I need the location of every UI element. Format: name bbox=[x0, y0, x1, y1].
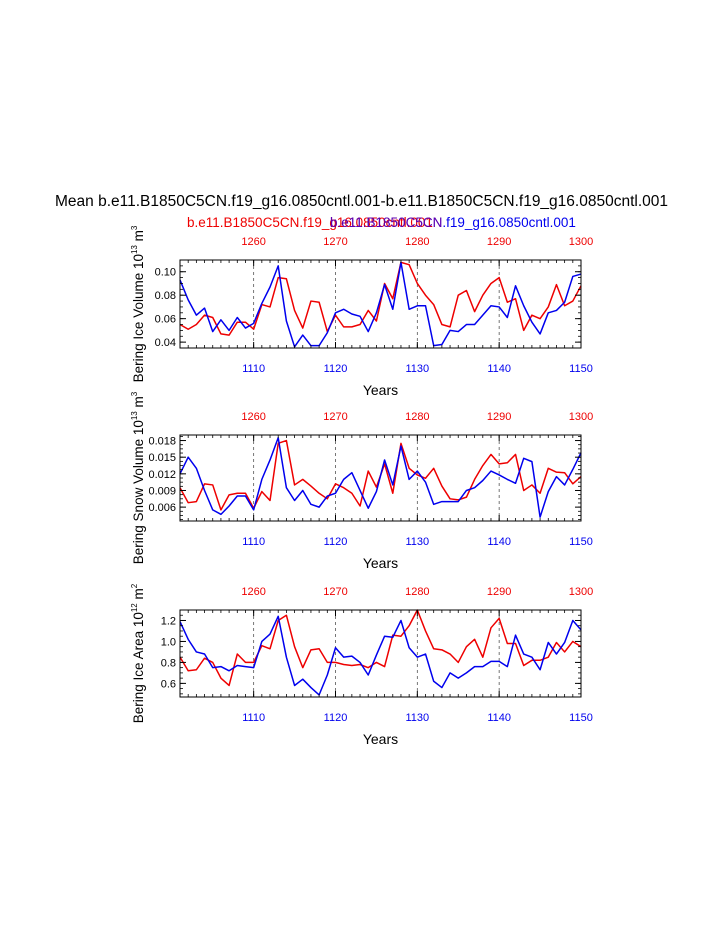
y-axis-title: Bering Ice Volume 1013 m3 bbox=[130, 225, 146, 382]
x-tick-label-bottom: 1130 bbox=[405, 363, 429, 375]
x-tick-label-bottom: 1150 bbox=[569, 363, 593, 375]
x-tick-label-top: 1260 bbox=[241, 586, 265, 598]
x-tick-label-bottom: 1120 bbox=[324, 363, 348, 375]
subtitle-blue: b.e11.B1850C5CN.f19_g16.0850cntl.001 bbox=[330, 215, 576, 230]
y-axis-title: Bering Snow Volume 1013 m3 bbox=[130, 391, 146, 564]
series-line-red bbox=[179, 609, 582, 687]
x-tick-label-bottom: 1150 bbox=[569, 536, 593, 548]
x-tick-label-bottom: 1110 bbox=[242, 712, 265, 724]
y-tick-label: 0.006 bbox=[148, 502, 176, 514]
x-tick-label-top: 1280 bbox=[405, 236, 429, 248]
subtitle-row: b.e11.B1850C5CN.f19_g16.0850cntl.001 b.e… bbox=[0, 215, 723, 233]
x-tick-label-top: 1270 bbox=[323, 586, 347, 598]
x-tick-label-top: 1300 bbox=[569, 586, 593, 598]
y-tick-label: 1.0 bbox=[161, 636, 176, 648]
y-tick-label: 0.018 bbox=[148, 436, 176, 448]
y-tick-label: 0.04 bbox=[155, 337, 176, 349]
subtitle-overlap: b.e11.B1850C5CN bbox=[330, 215, 443, 230]
plot-frame bbox=[179, 609, 582, 698]
series-line-blue bbox=[179, 437, 582, 518]
x-tick-label-bottom: 1130 bbox=[405, 536, 429, 548]
x-axis-title: Years bbox=[363, 731, 398, 747]
x-tick-label-bottom: 1120 bbox=[324, 712, 348, 724]
x-tick-label-top: 1290 bbox=[487, 586, 511, 598]
panel-2: 1110 1120 1130 1140 1150 1260 1270 1280 1290 1300… bbox=[130, 391, 593, 571]
x-tick-label-top: 1270 bbox=[323, 411, 347, 423]
y-tick-label: 0.10 bbox=[155, 267, 176, 279]
y-tick-label: 1.2 bbox=[161, 615, 176, 627]
x-tick-label-top: 1260 bbox=[241, 411, 265, 423]
series-line-blue bbox=[179, 615, 582, 696]
x-tick-label-top: 1290 bbox=[487, 411, 511, 423]
x-tick-label-bottom: 1140 bbox=[487, 363, 511, 375]
series-line-red bbox=[179, 261, 582, 336]
x-tick-label-top: 1280 bbox=[405, 586, 429, 598]
y-tick-label: 0.08 bbox=[155, 290, 176, 302]
x-tick-label-top: 1260 bbox=[241, 236, 265, 248]
x-axis-title: Years bbox=[363, 555, 398, 571]
series-line-blue bbox=[179, 261, 582, 348]
x-tick-label-bottom: 1110 bbox=[242, 536, 265, 548]
chart-title: Mean b.e11.B1850C5CN.f19_g16.0850cntl.00… bbox=[0, 193, 723, 215]
y-tick-label: 0.012 bbox=[148, 469, 176, 481]
chart-title-text: Mean b.e11.B1850C5CN.f19_g16.0850cntl.00… bbox=[55, 193, 668, 210]
x-tick-label-bottom: 1140 bbox=[487, 536, 511, 548]
x-tick-label-bottom: 1120 bbox=[324, 536, 348, 548]
y-tick-label: 0.06 bbox=[155, 314, 176, 326]
x-tick-label-bottom: 1110 bbox=[242, 363, 265, 375]
x-tick-label-top: 1300 bbox=[569, 236, 593, 248]
y-tick-label: 0.015 bbox=[148, 452, 176, 464]
y-tick-label: 0.009 bbox=[148, 485, 176, 497]
panel-1: 1110 1120 1130 1140 1150 1260 1270 1280 1290 1300… bbox=[130, 225, 593, 398]
y-axis-title: Bering Ice Area 1012 m2 bbox=[130, 583, 146, 723]
subtitle-red: b.e11.B1850C5CN.f19_g16.0850cntl.001 bbox=[187, 215, 433, 230]
plot-frame bbox=[179, 259, 582, 349]
x-axis-title: Years bbox=[363, 382, 398, 398]
x-tick-label-top: 1300 bbox=[569, 411, 593, 423]
x-tick-label-bottom: 1150 bbox=[569, 712, 593, 724]
panel-3: 1110 1120 1130 1140 1150 1260 1270 1280 1290 1300… bbox=[130, 583, 593, 747]
x-tick-label-top: 1290 bbox=[487, 236, 511, 248]
y-tick-label: 0.8 bbox=[161, 657, 176, 669]
x-tick-label-top: 1270 bbox=[323, 236, 347, 248]
x-tick-label-top: 1280 bbox=[405, 411, 429, 423]
x-tick-label-bottom: 1140 bbox=[487, 712, 511, 724]
x-tick-label-bottom: 1130 bbox=[405, 712, 429, 724]
y-tick-label: 0.6 bbox=[161, 678, 176, 690]
